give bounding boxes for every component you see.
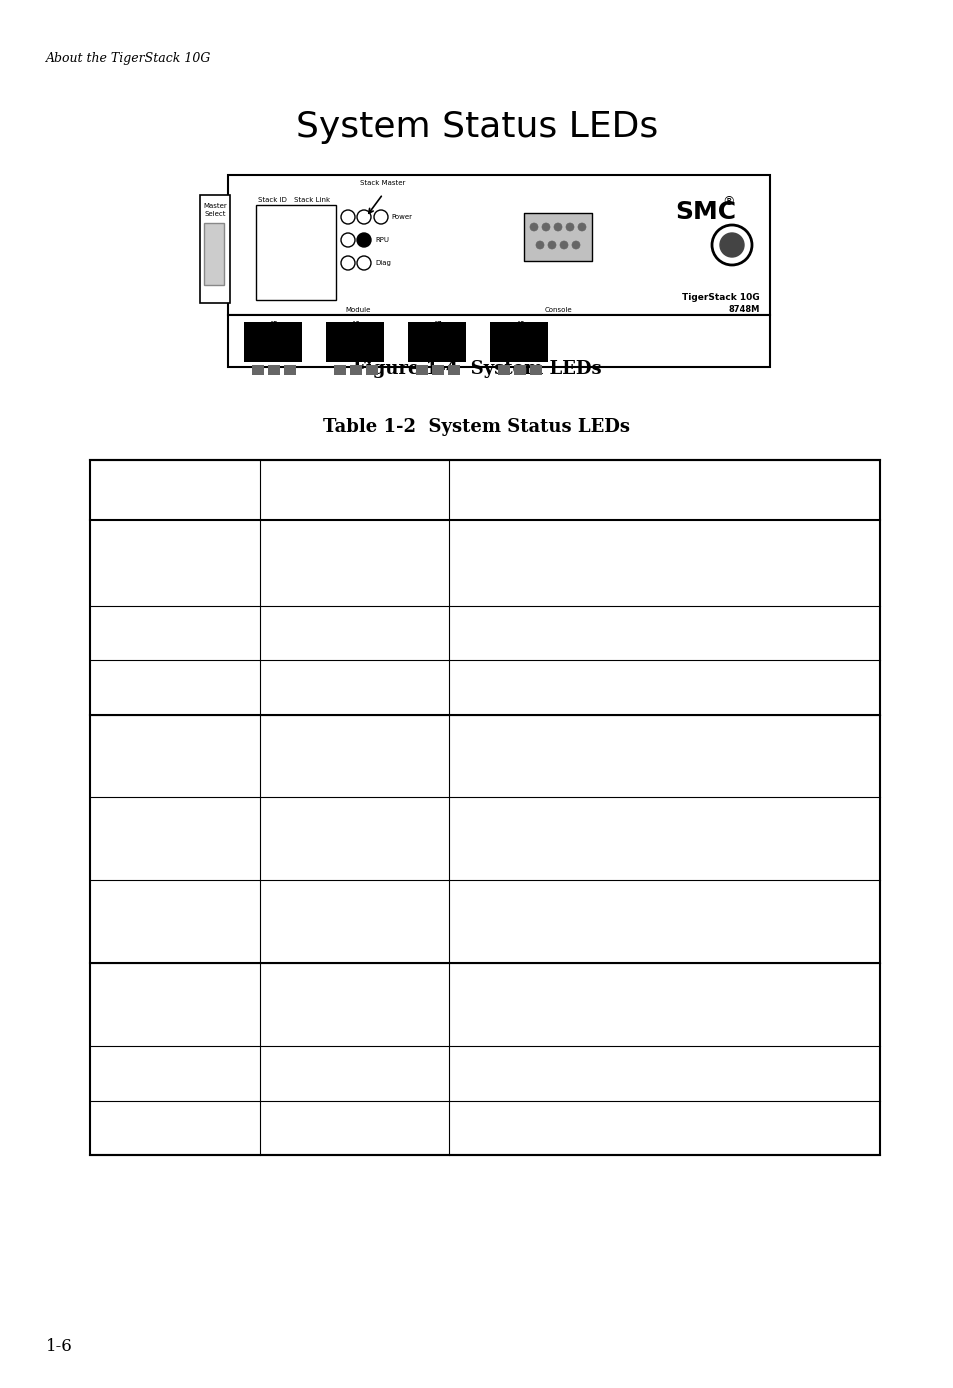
Text: RPU: RPU [375, 237, 389, 243]
Bar [244, 322, 302, 362]
Bar [416, 365, 428, 375]
Bar [252, 365, 264, 375]
Text: Condition: Condition [313, 483, 396, 497]
Circle shape [554, 223, 561, 230]
Text: System self-diagnostic test in: System self-diagnostic test in [463, 738, 680, 752]
Text: Stack Master: Stack Master [360, 180, 405, 186]
Text: successfully completed.: successfully completed. [463, 843, 639, 858]
Bar [228, 315, 769, 366]
Text: System Status LEDs: System Status LEDs [295, 110, 658, 144]
Bar [497, 365, 510, 375]
Bar [408, 322, 465, 362]
Circle shape [565, 223, 574, 230]
Text: System self-diagnostic test has: System self-diagnostic test has [463, 904, 693, 917]
Circle shape [547, 242, 556, 248]
Circle shape [356, 233, 371, 247]
Text: Flashing Green: Flashing Green [274, 750, 388, 763]
Text: Console: Console [543, 307, 571, 314]
Text: SMC: SMC [675, 200, 736, 223]
FancyArrowPatch shape [369, 196, 381, 214]
Text: Off: Off [274, 1122, 296, 1135]
Bar [228, 175, 769, 315]
Text: Power: Power [104, 611, 150, 625]
Bar [200, 194, 230, 303]
Bar [326, 322, 384, 362]
Text: Diag: Diag [375, 260, 391, 266]
Text: Table 1-2  System Status LEDs: Table 1-2 System Status LEDs [323, 418, 630, 436]
Text: progress.: progress. [463, 761, 533, 775]
Text: Redundant power unit is receiving: Redundant power unit is receiving [463, 987, 720, 1001]
Text: Amber: Amber [274, 1066, 323, 1080]
Text: Power off or failure.: Power off or failure. [463, 680, 612, 694]
Text: Select: Select [204, 211, 226, 217]
Text: ®: ® [721, 194, 734, 208]
Bar [350, 365, 361, 375]
Text: Off: Off [274, 680, 296, 694]
Text: Internal power supply fault.: Internal power supply fault. [463, 626, 670, 640]
Text: Diag: Diag [104, 831, 138, 845]
Text: Amber: Amber [274, 915, 323, 929]
Text: detected a fault.: detected a fault. [463, 926, 584, 940]
Text: Stack Link: Stack Link [294, 197, 330, 203]
Bar [432, 365, 443, 375]
Bar [490, 322, 547, 362]
Text: Master: Master [203, 203, 227, 210]
Text: Status: Status [637, 483, 691, 497]
Text: Fault in redundant power unit.: Fault in redundant power unit. [463, 1066, 691, 1080]
Text: Power: Power [391, 214, 412, 221]
Circle shape [572, 242, 579, 248]
Circle shape [578, 223, 585, 230]
Text: 48: 48 [515, 321, 524, 330]
Text: power.: power. [463, 1009, 512, 1023]
Bar [530, 365, 541, 375]
Text: 1-6: 1-6 [46, 1338, 72, 1355]
Text: RPU: RPU [104, 1052, 136, 1066]
Text: 47: 47 [433, 321, 442, 330]
Circle shape [530, 223, 537, 230]
Text: Redundant power unit is off.: Redundant power unit is off. [463, 1122, 675, 1135]
Circle shape [559, 242, 567, 248]
Text: Amber: Amber [274, 626, 323, 640]
Bar [366, 365, 377, 375]
Text: Green: Green [274, 831, 319, 845]
Bar [90, 459, 879, 1155]
Text: 8748M: 8748M [728, 305, 760, 314]
Bar [284, 365, 295, 375]
Text: 46: 46 [351, 321, 360, 330]
Text: normally.: normally. [463, 568, 531, 582]
Bar [448, 365, 459, 375]
Circle shape [536, 242, 543, 248]
Text: Module: Module [345, 307, 371, 314]
Text: Green: Green [274, 998, 319, 1012]
Text: Stack ID: Stack ID [257, 197, 287, 203]
Text: System self-diagnostic test: System self-diagnostic test [463, 820, 662, 834]
Text: Green: Green [274, 557, 319, 570]
Bar [334, 365, 346, 375]
Bar [523, 212, 592, 261]
Bar [204, 223, 224, 285]
Text: About the TigerStack 10G: About the TigerStack 10G [46, 51, 212, 65]
Circle shape [541, 223, 550, 230]
Circle shape [720, 233, 743, 257]
Bar [255, 205, 335, 300]
Text: Internal power is operating: Internal power is operating [463, 544, 667, 558]
Text: TigerStack 10G: TigerStack 10G [681, 293, 760, 303]
Text: 45: 45 [269, 321, 278, 330]
Text: LED: LED [157, 483, 193, 497]
Text: Figure 1-4  System LEDs: Figure 1-4 System LEDs [353, 359, 600, 378]
Bar [268, 365, 280, 375]
Bar [514, 365, 525, 375]
